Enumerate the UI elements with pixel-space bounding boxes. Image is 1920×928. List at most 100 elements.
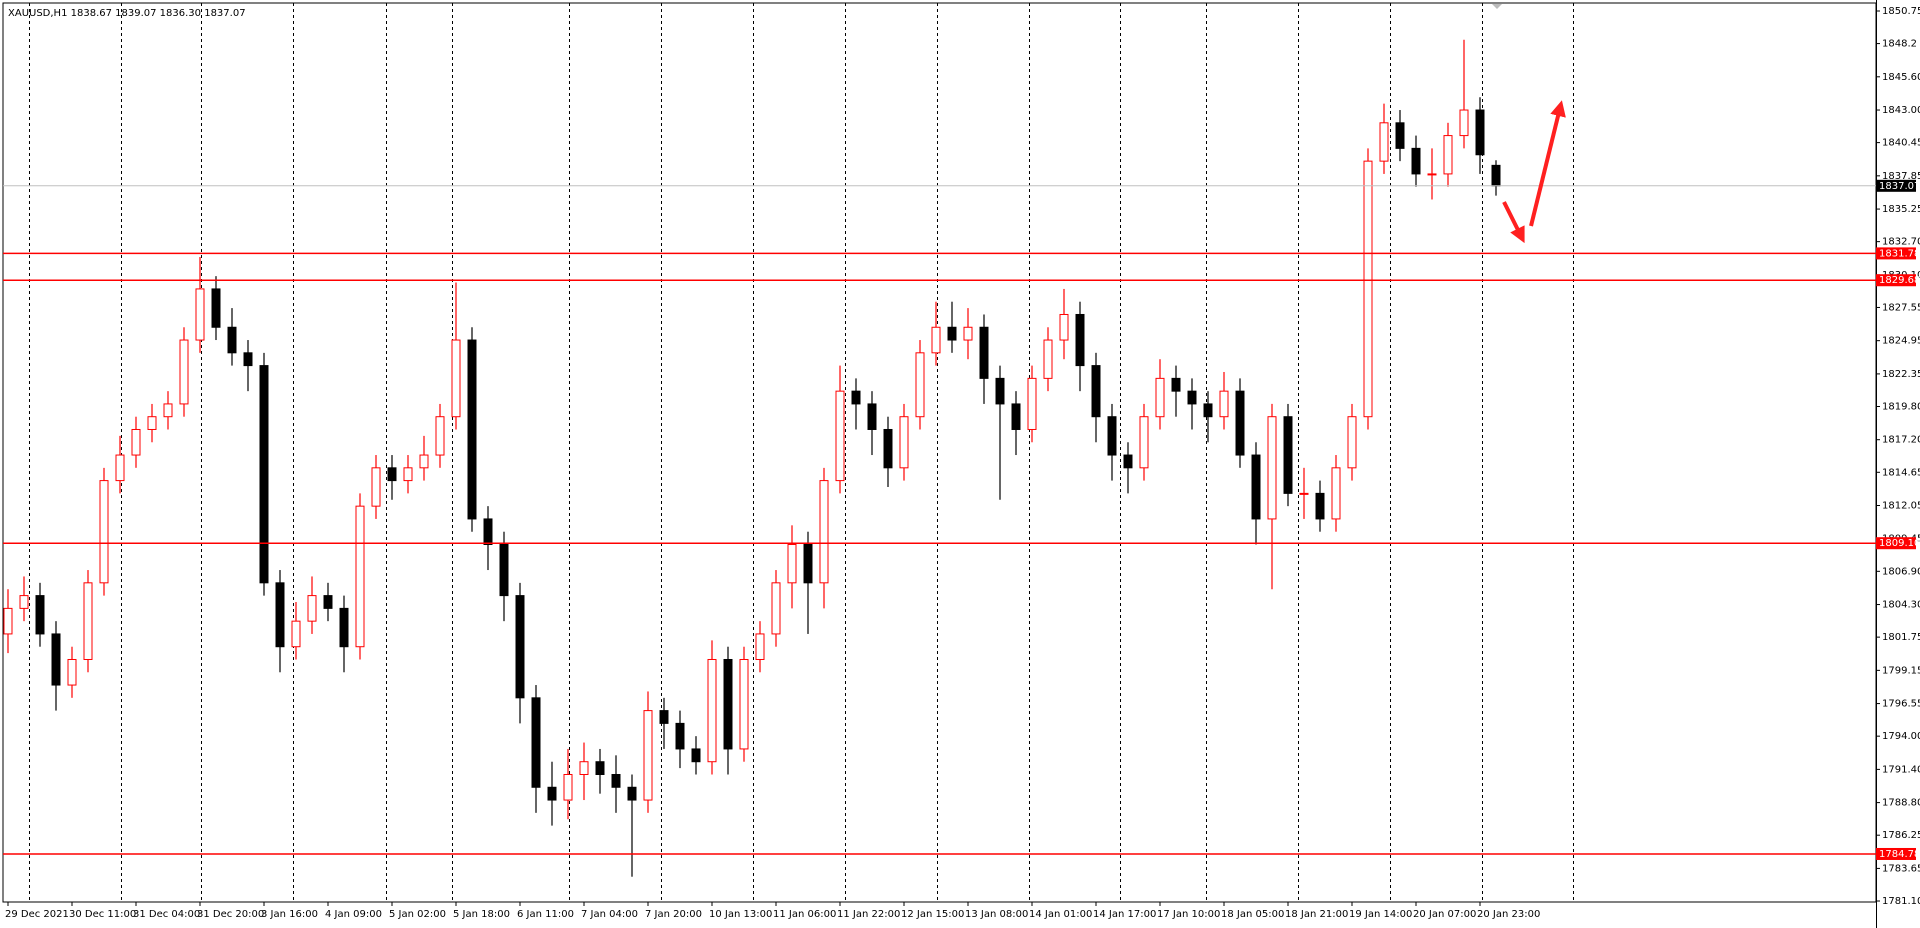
candle-body [387, 467, 397, 482]
x-tick-label: 17 Jan 10:00 [1157, 909, 1220, 920]
candle-body [435, 416, 445, 456]
candle-body [1267, 416, 1277, 520]
y-tick-label: 1781.10 [1882, 896, 1920, 907]
candle-body [83, 582, 93, 660]
candle-body [467, 339, 477, 520]
candle-body [611, 773, 621, 788]
x-tick-label: 14 Jan 17:00 [1093, 909, 1156, 920]
candle-body [1331, 467, 1341, 520]
chart-title: XAUUSD,H1 1838.67 1839.07 1836.30 1837.0… [8, 8, 246, 19]
candle-body [755, 633, 765, 660]
candle-body [1059, 313, 1069, 341]
y-tick-label: 1822.35 [1882, 369, 1920, 380]
candle-body [275, 582, 285, 648]
candle-body [563, 773, 573, 801]
candle-body [1203, 403, 1213, 418]
candle-body [67, 658, 77, 686]
candle-body [1155, 377, 1165, 418]
shift-marker [1492, 4, 1502, 9]
y-tick-label: 1837.85 [1882, 171, 1920, 182]
x-tick-label: 3 Jan 16:00 [261, 909, 318, 920]
candle-body [323, 595, 333, 609]
candle-body [883, 428, 893, 469]
plot-layer: 1850.75 1848.2 1845.60 1843.00 1840.45 1837.8… [3, 0, 1920, 928]
candle-body [707, 658, 717, 763]
y-tick-label: 1794.00 [1882, 731, 1920, 742]
candle-body [259, 365, 269, 584]
candle-body [1027, 377, 1037, 430]
candle-body [899, 416, 909, 469]
x-tick-label: 30 Dec 11:00 [69, 909, 136, 920]
x-tick-label: 29 Dec 2021 [5, 909, 69, 920]
candle-body [595, 761, 605, 775]
x-tick-label: 10 Jan 13:00 [709, 909, 772, 920]
x-tick-label: 14 Jan 01:00 [1029, 909, 1092, 920]
y-tick-label: 1804.30 [1882, 600, 1920, 611]
level-label-box [1876, 847, 1916, 860]
candle-body [851, 390, 861, 405]
level-label: 1829.68 [1879, 275, 1920, 286]
candle-body [403, 467, 413, 482]
candle-body [99, 480, 109, 584]
candle-body [1299, 492, 1309, 495]
candle-body [627, 786, 637, 801]
candle-body [1395, 122, 1405, 149]
candle-body [1139, 416, 1149, 469]
y-tick-label: 1848.2 [1882, 39, 1917, 50]
candle-body [1363, 160, 1373, 418]
y-tick-label: 1801.75 [1882, 632, 1920, 643]
y-tick-label: 1799.15 [1882, 665, 1920, 676]
candle-body [675, 722, 685, 750]
y-tick-label: 1832.70 [1882, 237, 1920, 248]
x-tick-label: 4 Jan 09:00 [325, 909, 382, 920]
candle-body [451, 339, 461, 418]
y-tick-label: 1845.60 [1882, 72, 1920, 83]
candle-body [307, 595, 317, 622]
x-tick-label: 18 Jan 21:00 [1285, 909, 1348, 920]
x-tick-label: 5 Jan 02:00 [389, 909, 446, 920]
last-price-box [1876, 179, 1916, 192]
candle-body [579, 761, 589, 775]
level-label-box [1876, 247, 1916, 260]
candle-body [931, 326, 941, 354]
annotation-arrow-up [1529, 100, 1566, 227]
candle-body [1251, 454, 1261, 520]
last-price-label: 1837.07 [1879, 181, 1920, 192]
y-tick-label: 1824.95 [1882, 336, 1920, 347]
y-tick-label: 1812.05 [1882, 501, 1920, 512]
y-tick-label: 1819.80 [1882, 401, 1920, 412]
candle-body [179, 339, 189, 405]
y-tick-label: 1843.00 [1882, 105, 1920, 116]
candle-body [915, 352, 925, 418]
candle-body [227, 326, 237, 354]
y-tick-label: 1796.55 [1882, 699, 1920, 710]
level-label: 1831.78 [1879, 248, 1920, 259]
y-tick-label: 1788.80 [1882, 798, 1920, 809]
x-tick-label: 19 Jan 14:00 [1349, 909, 1412, 920]
candle-body [1235, 390, 1245, 456]
candle-body [531, 697, 541, 788]
y-tick-label: 1783.65 [1882, 863, 1920, 874]
x-tick-label: 6 Jan 11:00 [517, 909, 574, 920]
candle-body [1491, 164, 1501, 187]
y-tick-label: 1806.90 [1882, 566, 1920, 577]
candle-body [483, 518, 493, 545]
x-tick-label: 5 Jan 18:00 [453, 909, 510, 920]
candle-body [723, 658, 733, 750]
candle-body [115, 454, 125, 482]
candle-body [35, 595, 45, 635]
candle-body [1411, 147, 1421, 175]
x-tick-label: 7 Jan 04:00 [581, 909, 638, 920]
candle-body [419, 454, 429, 469]
y-tick-label: 1835.25 [1882, 204, 1920, 215]
x-tick-label: 7 Jan 20:00 [645, 909, 702, 920]
candle-body [51, 633, 61, 686]
candle-body [803, 543, 813, 584]
candle-body [643, 710, 653, 801]
candle-body [291, 620, 301, 648]
candle-body [243, 352, 253, 367]
candle-body [211, 288, 221, 328]
candle-body [947, 326, 957, 341]
